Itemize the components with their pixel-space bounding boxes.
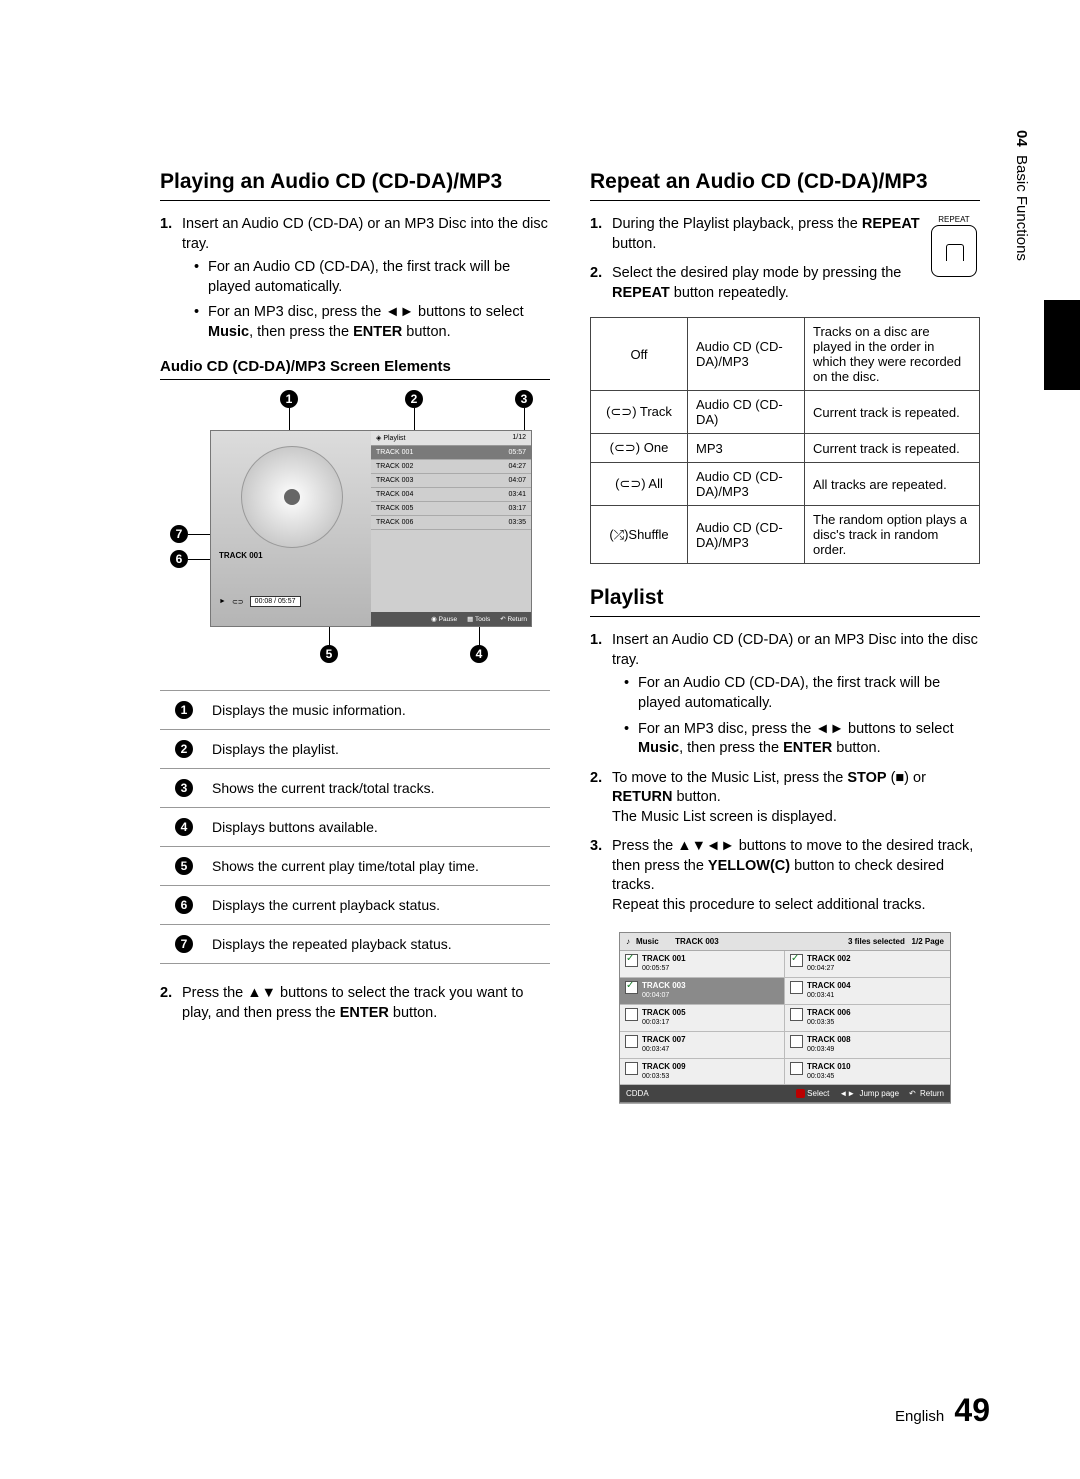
- rstep-1: 1. During the Playlist playback, press t…: [590, 215, 980, 254]
- callout-1: 1: [280, 390, 298, 408]
- step-1-b1: For an Audio CD (CD-DA), the first track…: [194, 258, 550, 297]
- side-tab-num: 04: [1013, 130, 1030, 147]
- screen-elements-diagram: 1 2 3 7 6 5 4 TRACK 001: [170, 390, 540, 670]
- music-list-cell: TRACK 00100:05:57: [620, 951, 785, 978]
- desc-row: 2Displays the playlist.: [160, 730, 550, 769]
- music-list-screenshot: ♪ Music TRACK 003 3 files selected 1/2 P…: [619, 932, 951, 1104]
- step-1-b2: For an MP3 disc, press the ◄► buttons to…: [194, 303, 550, 342]
- step-1-num: 1.: [160, 215, 172, 235]
- edge-tab: [1044, 300, 1080, 390]
- callout-6: 6: [170, 550, 188, 568]
- callout-7: 7: [170, 525, 188, 543]
- desc-row: 5Shows the current play time/total play …: [160, 847, 550, 886]
- elements-desc-table: 1Displays the music information.2Display…: [160, 690, 550, 964]
- playlist-row: TRACK 00304:07: [371, 474, 531, 488]
- player-footer: ◉ Pause ▦ Tools ↶ Return: [371, 612, 531, 626]
- play-icon: ►: [219, 598, 226, 605]
- repeat-steps: 1. During the Playlist playback, press t…: [590, 215, 980, 303]
- footer-page: 49: [954, 1392, 990, 1428]
- repeat-mode-row: (⊂⊃) AllAudio CD (CD-DA)/MP3All tracks a…: [591, 463, 980, 506]
- desc-row: 6Displays the current playback status.: [160, 886, 550, 925]
- manual-page: 04 Basic Functions Playing an Audio CD (…: [0, 0, 1080, 1479]
- music-list-cell: TRACK 00800:03:49: [785, 1032, 950, 1059]
- step-1-text: Insert an Audio CD (CD-DA) or an MP3 Dis…: [182, 216, 548, 252]
- callout-4: 4: [470, 645, 488, 663]
- step-1-bullets: For an Audio CD (CD-DA), the first track…: [182, 258, 550, 342]
- player-left: TRACK 001 ► ⊂⊃ 00:08 / 05:57: [211, 431, 371, 626]
- rstep-2: 2. Select the desired play mode by press…: [590, 264, 980, 303]
- step-1: 1. Insert an Audio CD (CD-DA) or an MP3 …: [160, 215, 550, 342]
- time-box: 00:08 / 05:57: [250, 596, 301, 607]
- repeat-mode-row: OffAudio CD (CD-DA)/MP3Tracks on a disc …: [591, 318, 980, 391]
- music-list-cell: TRACK 00200:04:27: [785, 951, 950, 978]
- columns: Playing an Audio CD (CD-DA)/MP3 1. Inser…: [160, 170, 990, 1103]
- heading-playing: Playing an Audio CD (CD-DA)/MP3: [160, 170, 550, 201]
- desc-row: 7Displays the repeated playback status.: [160, 925, 550, 964]
- playing-steps-2: 2. Press the ▲▼ buttons to select the tr…: [160, 984, 550, 1023]
- pstep-1: 1. Insert an Audio CD (CD-DA) or an MP3 …: [590, 631, 980, 758]
- heading-repeat: Repeat an Audio CD (CD-DA)/MP3: [590, 170, 980, 201]
- right-column: Repeat an Audio CD (CD-DA)/MP3 REPEAT 1.…: [590, 170, 980, 1103]
- desc-row: 1Displays the music information.: [160, 691, 550, 730]
- music-list-cell: TRACK 00900:03:53: [620, 1059, 785, 1086]
- repeat-mode-row: (⊂⊃) TrackAudio CD (CD-DA)Current track …: [591, 391, 980, 434]
- music-list-cell: TRACK 00400:03:41: [785, 978, 950, 1005]
- music-list-cell: TRACK 00300:04:07: [620, 978, 785, 1005]
- side-tab-label: Basic Functions: [1013, 155, 1030, 261]
- player-right: ◈ Playlist 1/12 TRACK 00105:57TRACK 0020…: [371, 431, 531, 626]
- left-column: Playing an Audio CD (CD-DA)/MP3 1. Inser…: [160, 170, 550, 1103]
- desc-row: 3Shows the current track/total tracks.: [160, 769, 550, 808]
- footer-lang: English: [895, 1408, 944, 1425]
- music-list-cell: TRACK 00500:03:17: [620, 1005, 785, 1032]
- desc-row: 4Displays buttons available.: [160, 808, 550, 847]
- repeat-modes-table: OffAudio CD (CD-DA)/MP3Tracks on a disc …: [590, 317, 980, 564]
- playlist-header: ◈ Playlist 1/12: [371, 431, 531, 446]
- repeat-mode-row: (⤮)ShuffleAudio CD (CD-DA)/MP3The random…: [591, 506, 980, 564]
- pstep-2: 2. To move to the Music List, press the …: [590, 769, 980, 828]
- music-list-footer: CDDA Select ◄► Jump page ↶ Return: [620, 1085, 950, 1102]
- status-row: ► ⊂⊃ 00:08 / 05:57: [219, 596, 301, 607]
- cd-icon: [241, 446, 343, 548]
- page-footer: English 49: [895, 1392, 990, 1429]
- subheading-elements: Audio CD (CD-DA)/MP3 Screen Elements: [160, 358, 550, 380]
- playlist-row: TRACK 00603:35: [371, 516, 531, 530]
- callout-3: 3: [515, 390, 533, 408]
- callout-5: 5: [320, 645, 338, 663]
- step-2: 2. Press the ▲▼ buttons to select the tr…: [160, 984, 550, 1023]
- music-list-cell: TRACK 01000:03:45: [785, 1059, 950, 1086]
- repeat-mode-row: (⊂⊃) OneMP3Current track is repeated.: [591, 434, 980, 463]
- player-screenshot: TRACK 001 ► ⊂⊃ 00:08 / 05:57 ◈ Playlist …: [210, 430, 532, 627]
- side-tab: 04 Basic Functions: [1013, 130, 1030, 261]
- playlist-row: TRACK 00204:27: [371, 460, 531, 474]
- playlist-row: TRACK 00503:17: [371, 502, 531, 516]
- music-list-cell: TRACK 00700:03:47: [620, 1032, 785, 1059]
- current-track: TRACK 001: [219, 551, 263, 560]
- playlist-row: TRACK 00403:41: [371, 488, 531, 502]
- playlist-steps: 1. Insert an Audio CD (CD-DA) or an MP3 …: [590, 631, 980, 915]
- music-list-cell: TRACK 00600:03:35: [785, 1005, 950, 1032]
- heading-playlist: Playlist: [590, 586, 980, 617]
- playlist-row: TRACK 00105:57: [371, 446, 531, 460]
- pstep-3: 3. Press the ▲▼◄► buttons to move to the…: [590, 837, 980, 915]
- step-2-num: 2.: [160, 984, 172, 1004]
- repeat-icon: ⊂⊃: [232, 598, 244, 606]
- callout-2: 2: [405, 390, 423, 408]
- music-list-header: ♪ Music TRACK 003 3 files selected 1/2 P…: [620, 933, 950, 951]
- playing-steps: 1. Insert an Audio CD (CD-DA) or an MP3 …: [160, 215, 550, 342]
